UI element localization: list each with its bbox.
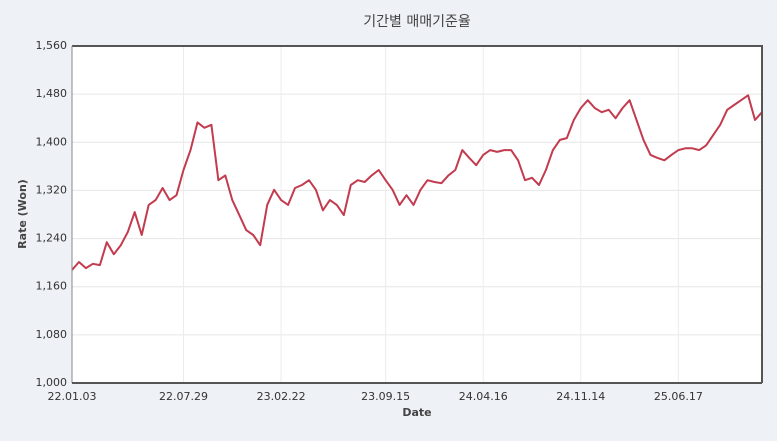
y-tick-label: 1,400 bbox=[36, 135, 68, 148]
x-axis-title: Date bbox=[402, 406, 431, 419]
y-tick-label: 1,480 bbox=[36, 87, 68, 100]
y-tick-label: 1,240 bbox=[36, 232, 68, 245]
series-line bbox=[71, 94, 763, 271]
marks bbox=[71, 94, 763, 271]
y-tick-label: 1,000 bbox=[36, 376, 68, 389]
x-tick-label: 22.07.29 bbox=[159, 390, 208, 403]
x-tick-label: 23.09.15 bbox=[361, 390, 410, 403]
x-tick-label: 25.06.17 bbox=[654, 390, 703, 403]
x-tick-label: 22.01.03 bbox=[48, 390, 97, 403]
y-tick-label: 1,320 bbox=[36, 183, 68, 196]
grid bbox=[71, 45, 762, 384]
x-tick-label: 24.11.14 bbox=[556, 390, 605, 403]
plot-border bbox=[72, 45, 763, 383]
y-axis-title: Rate (Won) bbox=[16, 179, 29, 249]
chart-title: 기간별 매매기준율 bbox=[363, 14, 471, 30]
y-tick-label: 1,080 bbox=[36, 328, 68, 341]
y-tick-label: 1,160 bbox=[36, 280, 68, 293]
x-tick-label: 23.02.22 bbox=[257, 390, 306, 403]
x-tick-label: 24.04.16 bbox=[459, 390, 508, 403]
y-tick-label: 1,560 bbox=[36, 39, 68, 52]
plot-area bbox=[72, 46, 762, 383]
